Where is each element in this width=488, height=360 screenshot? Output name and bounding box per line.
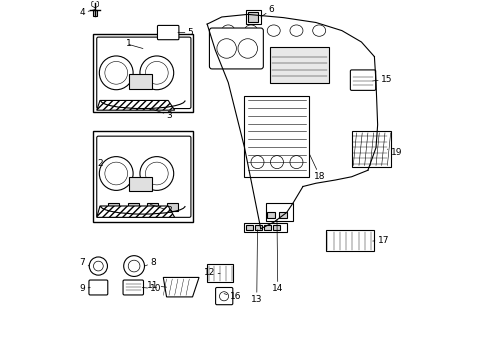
Text: 15: 15 (372, 75, 391, 84)
Text: 4: 4 (80, 8, 95, 17)
Bar (351, 131, 390, 167)
Text: 9: 9 (80, 284, 90, 293)
Bar (207, 265, 233, 282)
Bar (264, 225, 270, 230)
Text: 12: 12 (203, 268, 220, 277)
Text: 18: 18 (309, 154, 325, 181)
Bar (255, 225, 261, 230)
Bar (93, 9, 97, 16)
Text: 6: 6 (260, 5, 274, 17)
FancyBboxPatch shape (349, 70, 375, 90)
Bar (147, 203, 158, 211)
Bar (248, 12, 258, 22)
Bar (273, 225, 279, 230)
Text: 19: 19 (386, 148, 401, 157)
Circle shape (289, 156, 303, 168)
Circle shape (270, 156, 283, 168)
FancyBboxPatch shape (209, 28, 263, 69)
Bar (108, 203, 119, 211)
Ellipse shape (266, 25, 280, 36)
FancyBboxPatch shape (123, 280, 143, 295)
Text: 11: 11 (146, 281, 166, 290)
FancyBboxPatch shape (97, 37, 190, 109)
Bar (93, 131, 192, 222)
Bar (244, 95, 309, 177)
Text: 14: 14 (271, 220, 283, 293)
Bar (244, 223, 286, 232)
Text: 10: 10 (142, 284, 162, 293)
Circle shape (250, 156, 264, 168)
Ellipse shape (312, 25, 325, 36)
Text: 5: 5 (178, 28, 193, 37)
Text: 2: 2 (97, 159, 102, 168)
Bar (245, 225, 252, 230)
Ellipse shape (289, 25, 303, 36)
Text: 13: 13 (250, 230, 262, 304)
Text: 1: 1 (126, 39, 132, 48)
Bar (93, 34, 192, 112)
Bar (265, 203, 293, 221)
Bar (325, 230, 374, 251)
Bar (127, 203, 139, 211)
Text: 3: 3 (150, 204, 172, 215)
FancyBboxPatch shape (215, 288, 232, 305)
Text: 17: 17 (372, 235, 388, 244)
Bar (129, 177, 152, 192)
Polygon shape (97, 100, 174, 110)
Bar (270, 47, 328, 82)
FancyBboxPatch shape (89, 280, 107, 295)
Ellipse shape (222, 25, 234, 36)
FancyBboxPatch shape (157, 26, 179, 40)
FancyBboxPatch shape (97, 136, 190, 217)
Text: 3: 3 (150, 109, 172, 120)
Bar (245, 9, 260, 24)
Text: 16: 16 (224, 292, 241, 301)
Bar (278, 212, 286, 218)
Bar (129, 75, 152, 89)
Bar (266, 212, 275, 218)
Text: 8: 8 (144, 258, 156, 267)
Ellipse shape (244, 25, 257, 36)
Polygon shape (163, 278, 199, 297)
Bar (166, 203, 178, 211)
Polygon shape (97, 206, 174, 217)
Text: 7: 7 (80, 258, 89, 267)
